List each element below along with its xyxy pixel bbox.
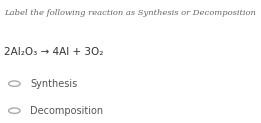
Text: Synthesis: Synthesis [30,79,77,89]
Text: 2Al₂O₃ → 4Al + 3O₂: 2Al₂O₃ → 4Al + 3O₂ [4,47,103,57]
Text: Decomposition: Decomposition [30,106,103,116]
Text: Label the following reaction as Synthesis or Decomposition: Label the following reaction as Synthesi… [4,9,256,17]
